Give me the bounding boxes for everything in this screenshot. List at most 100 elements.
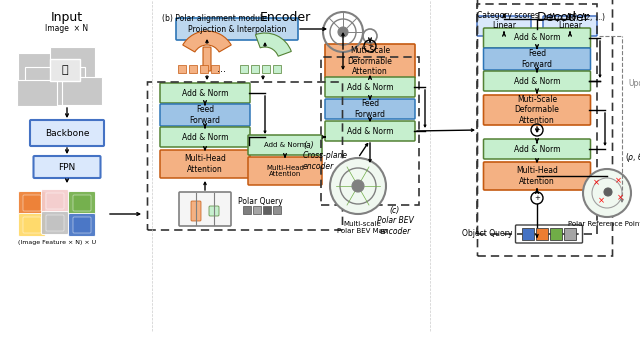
Circle shape — [352, 180, 364, 192]
Bar — [536, 228, 548, 240]
Text: Linear: Linear — [558, 21, 582, 30]
Text: Add & Norm: Add & Norm — [182, 133, 228, 142]
Text: Add & Norm: Add & Norm — [514, 145, 560, 153]
Text: ×: × — [593, 178, 600, 188]
Bar — [178, 65, 186, 73]
Text: (c)
Polar BEV
encoder: (c) Polar BEV encoder — [376, 206, 413, 236]
Bar — [273, 65, 281, 73]
FancyBboxPatch shape — [191, 201, 201, 221]
Circle shape — [604, 188, 612, 196]
FancyBboxPatch shape — [477, 16, 531, 36]
Text: ...: ... — [218, 64, 227, 74]
FancyBboxPatch shape — [325, 121, 415, 141]
Text: Feed
Forward: Feed Forward — [355, 99, 385, 119]
FancyBboxPatch shape — [483, 28, 591, 48]
Text: Add & Norm: Add & Norm — [514, 76, 560, 86]
FancyBboxPatch shape — [30, 120, 104, 146]
FancyBboxPatch shape — [515, 225, 582, 243]
Bar — [262, 65, 270, 73]
Text: Add & Norm: Add & Norm — [182, 89, 228, 98]
Bar — [17, 80, 57, 106]
Text: Backbone: Backbone — [45, 129, 89, 137]
Text: Linear: Linear — [492, 21, 516, 30]
Text: Polar Query: Polar Query — [237, 196, 282, 206]
FancyBboxPatch shape — [483, 139, 591, 159]
Bar — [200, 65, 208, 73]
Text: Encoder: Encoder — [259, 11, 310, 24]
FancyBboxPatch shape — [483, 71, 591, 91]
Bar — [49, 47, 95, 79]
FancyBboxPatch shape — [46, 215, 64, 231]
FancyBboxPatch shape — [42, 211, 68, 235]
Text: Input: Input — [51, 11, 83, 24]
FancyBboxPatch shape — [209, 206, 219, 216]
FancyBboxPatch shape — [483, 48, 591, 70]
Text: (Image Feature × N) × U: (Image Feature × N) × U — [18, 240, 96, 245]
Bar — [243, 206, 251, 214]
FancyBboxPatch shape — [19, 192, 45, 214]
Text: Muti-Scale
Deformable
Attention: Muti-Scale Deformable Attention — [515, 95, 559, 125]
Text: Add & Norm: Add & Norm — [264, 142, 306, 148]
Circle shape — [583, 169, 631, 217]
FancyBboxPatch shape — [203, 47, 211, 71]
Text: Multi-Head
Attention: Multi-Head Attention — [266, 164, 304, 178]
Wedge shape — [255, 33, 291, 56]
FancyBboxPatch shape — [73, 217, 91, 233]
Text: +: + — [534, 127, 540, 133]
Text: (b) Polar alignment module: (b) Polar alignment module — [162, 14, 267, 23]
FancyBboxPatch shape — [42, 190, 68, 212]
Bar — [189, 65, 197, 73]
Text: Multi-scale
Polar BEV Map: Multi-scale Polar BEV Map — [337, 221, 387, 234]
FancyBboxPatch shape — [176, 18, 298, 40]
FancyBboxPatch shape — [248, 135, 322, 155]
Text: Decoder: Decoder — [536, 11, 589, 24]
Bar — [564, 228, 576, 240]
FancyBboxPatch shape — [160, 127, 250, 147]
FancyBboxPatch shape — [23, 217, 41, 233]
FancyBboxPatch shape — [160, 150, 250, 178]
Text: (a)
Cross-plane
encoder: (a) Cross-plane encoder — [303, 141, 348, 171]
FancyBboxPatch shape — [46, 193, 64, 209]
FancyBboxPatch shape — [483, 95, 591, 125]
Wedge shape — [183, 31, 231, 52]
Bar — [522, 228, 534, 240]
Text: Add & Norm: Add & Norm — [347, 83, 393, 91]
Text: FPN: FPN — [58, 163, 76, 172]
Text: +: + — [367, 43, 373, 49]
Bar — [253, 206, 261, 214]
Bar — [62, 77, 102, 105]
FancyBboxPatch shape — [325, 99, 415, 119]
Bar — [211, 65, 219, 73]
Bar — [550, 228, 562, 240]
Text: Projection & Interpolation: Projection & Interpolation — [188, 25, 286, 33]
FancyBboxPatch shape — [160, 104, 250, 126]
Text: Multi-Head
Attention: Multi-Head Attention — [516, 166, 558, 186]
FancyBboxPatch shape — [33, 156, 100, 178]
Text: Feed
Forward: Feed Forward — [189, 105, 221, 125]
FancyBboxPatch shape — [325, 77, 415, 97]
Text: ×: × — [614, 177, 621, 186]
FancyBboxPatch shape — [68, 213, 95, 237]
FancyBboxPatch shape — [179, 192, 231, 226]
Text: ×: × — [616, 193, 623, 203]
Text: Feed
Forward: Feed Forward — [522, 49, 552, 69]
Text: Multi-Head
Attention: Multi-Head Attention — [184, 154, 226, 174]
Bar — [50, 59, 80, 81]
Text: ($\Delta\rho$, $\Delta\theta$, $\Delta z$, ...): ($\Delta\rho$, $\Delta\theta$, $\Delta z… — [548, 11, 606, 24]
FancyBboxPatch shape — [23, 195, 41, 211]
Text: Object Query: Object Query — [462, 228, 513, 237]
Bar — [251, 65, 259, 73]
Text: Add & Norm: Add & Norm — [514, 33, 560, 43]
FancyBboxPatch shape — [160, 83, 250, 103]
FancyBboxPatch shape — [543, 16, 597, 36]
Circle shape — [338, 27, 348, 37]
Text: 🚗: 🚗 — [61, 65, 68, 75]
FancyBboxPatch shape — [325, 44, 415, 78]
Bar — [25, 67, 85, 105]
Circle shape — [330, 158, 386, 214]
Text: ×: × — [598, 196, 605, 206]
FancyBboxPatch shape — [68, 192, 95, 214]
FancyBboxPatch shape — [483, 162, 591, 190]
Text: Muti-Scale
Deformable
Attention: Muti-Scale Deformable Attention — [348, 46, 392, 76]
Text: Category scores: Category scores — [477, 11, 539, 20]
